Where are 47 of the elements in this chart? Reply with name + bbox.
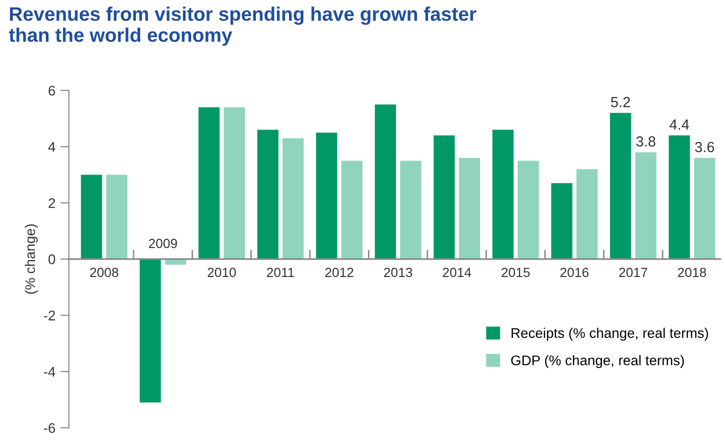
bar: [257, 130, 278, 260]
x-tick-label: 2011: [266, 268, 294, 278]
bar: [694, 158, 716, 260]
x-tick-label: 2017: [619, 268, 648, 278]
bar: [551, 183, 572, 260]
x-tick-label: 2016: [560, 268, 589, 278]
y-axis-title: (% change): [24, 224, 38, 294]
bar: [106, 174, 128, 260]
legend-label: Receipts (% change, real terms): [512, 328, 708, 341]
bar: [610, 112, 632, 260]
bar: [374, 104, 396, 260]
bar: [518, 160, 539, 260]
y-tick-label: -2: [44, 310, 55, 320]
data-label: 5.2: [611, 96, 630, 108]
bar: [140, 259, 161, 402]
y-tick-label: 0: [48, 254, 56, 264]
y-tick-label: -4: [44, 367, 56, 377]
legend-label: GDP (% change, real terms): [511, 355, 684, 368]
x-tick-label: 2009: [148, 238, 177, 248]
x-tick-label: 2018: [678, 268, 706, 278]
data-label: 3.6: [695, 142, 714, 152]
y-tick-label: 4: [48, 142, 56, 152]
chart-title: Revenues from visitor spending have grown faster than the world economy: [8, 6, 476, 46]
bar: [224, 107, 245, 260]
y-tick-label: 6: [48, 86, 56, 96]
x-tick-label: 2012: [325, 268, 354, 278]
bar: [458, 158, 480, 260]
bar: [492, 130, 514, 260]
bar: [576, 169, 598, 260]
bar: [198, 107, 220, 260]
x-tick-label: 2013: [384, 268, 412, 278]
bar: [316, 132, 338, 260]
bar: [434, 135, 455, 260]
bar: [668, 135, 690, 260]
bar: [341, 160, 362, 260]
x-tick-label: 2008: [90, 268, 118, 278]
y-tick-label: -6: [44, 423, 56, 433]
x-tick-label: 2010: [208, 268, 236, 278]
bar: [80, 174, 102, 260]
x-tick-label: 2014: [442, 268, 472, 278]
y-tick-label: 2: [48, 198, 55, 208]
bar: [635, 152, 656, 260]
x-tick-label: 2015: [502, 268, 530, 278]
bar: [282, 138, 304, 260]
data-label: 4.4: [670, 120, 690, 130]
bar: [400, 160, 422, 260]
data-label: 3.8: [636, 136, 656, 147]
